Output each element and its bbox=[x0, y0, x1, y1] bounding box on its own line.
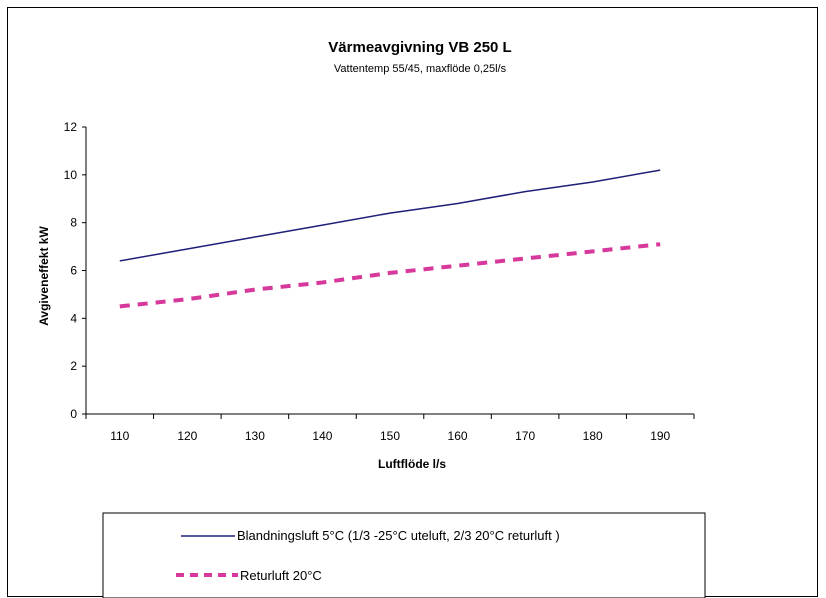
series-layer bbox=[120, 170, 660, 306]
axes: 0 2 4 6 8 10 12 110 120 130 140 150 160 170 180 190 bbox=[64, 120, 694, 443]
x-tick-label: 110 bbox=[110, 429, 129, 443]
legend-label-blandningsluft: Blandningsluft 5°C (1/3 -25°C uteluft, 2… bbox=[237, 528, 560, 543]
y-tick-label: 12 bbox=[64, 120, 78, 134]
chart-svg: Värmeavgivning VB 250 L Vattentemp 55/45… bbox=[8, 8, 819, 598]
x-tick-label: 160 bbox=[448, 429, 468, 443]
chart-title: Värmeavgivning VB 250 L bbox=[328, 39, 511, 56]
x-tick-label: 140 bbox=[312, 429, 332, 443]
y-tick-label: 8 bbox=[70, 216, 77, 230]
x-tick-label: 170 bbox=[515, 429, 535, 443]
x-tick-label: 180 bbox=[583, 429, 603, 443]
series-line-returluft bbox=[120, 244, 660, 306]
chart-subtitle: Vattentemp 55/45, maxflöde 0,25l/s bbox=[334, 63, 507, 75]
y-tick-label: 0 bbox=[70, 407, 77, 421]
y-axis-title: Avgiveneffekt kW bbox=[37, 226, 51, 326]
x-axis-title: Luftflöde l/s bbox=[378, 457, 446, 471]
y-tick-label: 2 bbox=[70, 359, 77, 373]
x-tick-label: 150 bbox=[380, 429, 400, 443]
x-tick-label: 190 bbox=[650, 429, 670, 443]
y-tick-label: 4 bbox=[70, 311, 77, 325]
series-line-blandningsluft bbox=[120, 170, 660, 261]
legend-label-returluft: Returluft 20°C bbox=[240, 568, 322, 583]
legend: Blandningsluft 5°C (1/3 -25°C uteluft, 2… bbox=[103, 513, 705, 598]
y-tick-label: 6 bbox=[70, 264, 77, 278]
legend-box bbox=[103, 513, 705, 598]
x-tick-label: 130 bbox=[245, 429, 265, 443]
y-tick-label: 10 bbox=[64, 168, 78, 182]
chart-frame: Värmeavgivning VB 250 L Vattentemp 55/45… bbox=[7, 7, 818, 597]
x-tick-label: 120 bbox=[177, 429, 197, 443]
